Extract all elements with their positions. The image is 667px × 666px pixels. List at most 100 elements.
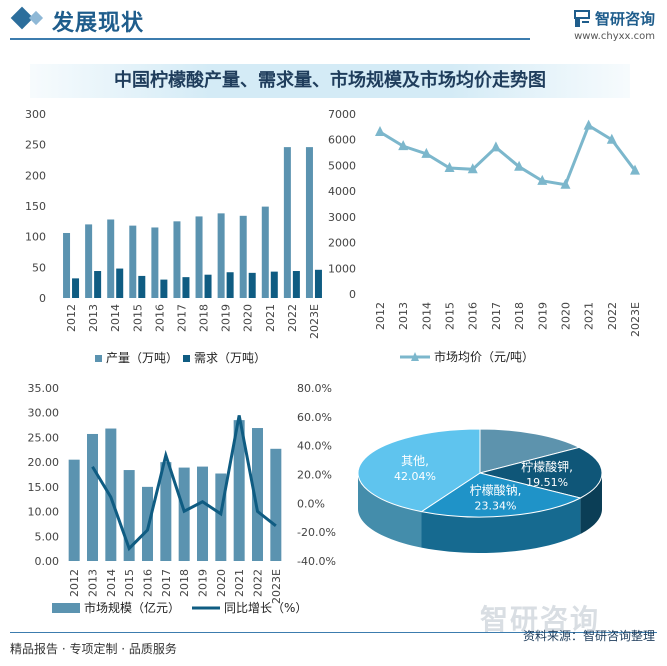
market-size-bar bbox=[270, 448, 282, 561]
price-point-marker bbox=[560, 178, 571, 189]
y-tick-label: 1000 bbox=[328, 262, 356, 275]
pie-slice-side bbox=[580, 473, 602, 535]
x-tick-label: 2021 bbox=[233, 569, 246, 597]
y-tick-label: 200 bbox=[25, 169, 46, 182]
production-bar bbox=[217, 213, 225, 298]
section-title: 发展现状 bbox=[52, 11, 145, 36]
legend-demand-label: 需求（万吨） bbox=[194, 351, 266, 365]
market-price-line-chart: 0 1000 2000 3000 4000 5000 6000 7000 2012 2013 201… bbox=[328, 108, 642, 364]
market-size-bar bbox=[215, 473, 227, 561]
x-tick-label: 2018 bbox=[198, 304, 211, 332]
pie-slice bbox=[420, 472, 582, 518]
x-tick-label: 2018 bbox=[513, 302, 526, 330]
legend-market-size-label: 市场规模（亿元） bbox=[84, 600, 180, 615]
market-size-bar bbox=[123, 470, 135, 561]
x-tick-label: 2020 bbox=[215, 569, 228, 597]
header-diamond-small-icon bbox=[28, 10, 44, 26]
legend-price-marker bbox=[411, 352, 419, 361]
price-line bbox=[379, 123, 637, 187]
production-bar bbox=[85, 224, 93, 298]
pie-slice-label: 其他, bbox=[401, 454, 429, 468]
y-tick-label: 25.00 bbox=[28, 431, 60, 444]
production-bar bbox=[261, 206, 269, 298]
legend-demand-swatch bbox=[183, 355, 190, 362]
market-size-bar bbox=[197, 466, 208, 561]
pie-slice-label: 柠檬酸钾, bbox=[521, 459, 573, 474]
production-bar bbox=[63, 232, 71, 298]
y-tick-label: 7000 bbox=[328, 108, 356, 121]
x-tick-label: 2014 bbox=[105, 569, 118, 597]
pie-slice bbox=[479, 428, 581, 474]
demand-bar bbox=[270, 271, 278, 298]
price-point-marker bbox=[514, 160, 525, 171]
header-underline bbox=[10, 38, 530, 40]
y2-tick-label: 20.0% bbox=[297, 469, 332, 482]
x-tick-label: 2023E bbox=[270, 569, 283, 604]
y-tick-label: 15.00 bbox=[28, 481, 60, 494]
market-size-bar bbox=[252, 428, 263, 561]
y-tick-label: 5.00 bbox=[35, 530, 60, 543]
price-point-marker bbox=[398, 140, 409, 151]
y-tick-label: 2000 bbox=[328, 237, 356, 250]
y-tick-label: 5000 bbox=[328, 159, 356, 172]
x-tick-label: 2015 bbox=[131, 304, 144, 332]
y-tick-label: 50 bbox=[32, 261, 46, 274]
y-tick-label: 35.00 bbox=[28, 382, 60, 395]
x-tick-label: 2013 bbox=[87, 569, 100, 597]
price-point-marker bbox=[606, 133, 617, 144]
demand-bar bbox=[226, 272, 234, 298]
y-tick-label: 250 bbox=[25, 139, 46, 152]
x-tick-label: 2023E bbox=[308, 304, 321, 339]
legend-price-label: 市场均价（元/吨） bbox=[434, 349, 534, 364]
brand-logo-icon bbox=[573, 9, 590, 27]
brand: 智研咨询 www.chyxx.com bbox=[573, 8, 655, 42]
pie-slice bbox=[357, 428, 481, 513]
pie-slice bbox=[479, 446, 603, 499]
x-tick-label: 2022 bbox=[606, 302, 619, 330]
x-tick-label: 2017 bbox=[160, 569, 173, 597]
footer-divider bbox=[10, 632, 657, 633]
x-tick-label: 2019 bbox=[536, 302, 549, 330]
demand-bar bbox=[314, 269, 322, 298]
production-bar bbox=[283, 147, 291, 298]
production-bar bbox=[151, 227, 159, 298]
y-tick-label: 0 bbox=[349, 288, 356, 301]
demand-bar bbox=[72, 278, 80, 298]
demand-bar bbox=[116, 268, 124, 298]
y-tick-label: 20.00 bbox=[28, 456, 60, 469]
price-point-marker bbox=[444, 162, 455, 172]
footer-source: 资料来源：智研咨询整理 bbox=[522, 629, 655, 643]
production-bar bbox=[195, 216, 203, 298]
price-point-marker bbox=[375, 126, 385, 136]
x-tick-label: 2018 bbox=[178, 569, 191, 597]
pie-slice-label: 柠檬酸钠, bbox=[470, 483, 522, 498]
production-bar bbox=[107, 219, 115, 298]
x-tick-label: 2021 bbox=[583, 302, 596, 330]
x-tick-label: 2014 bbox=[109, 304, 122, 332]
y2-tick-label: 80.0% bbox=[297, 382, 332, 395]
brand-url: www.chyxx.com bbox=[574, 31, 655, 42]
market-size-bar bbox=[160, 462, 172, 561]
x-tick-label: 2020 bbox=[242, 304, 255, 332]
x-tick-label: 2015 bbox=[123, 569, 136, 597]
y-tick-label: 150 bbox=[25, 200, 46, 213]
demand-bar bbox=[138, 275, 146, 298]
x-tick-label: 2022 bbox=[252, 569, 265, 597]
y-tick-label: 4000 bbox=[328, 185, 356, 198]
legend-growth-label: 同比增长（%） bbox=[224, 601, 307, 615]
y-tick-label: 6000 bbox=[328, 134, 356, 147]
brand-name: 智研咨询 bbox=[594, 10, 655, 28]
y-tick-label: 10.00 bbox=[28, 506, 60, 519]
growth-line bbox=[91, 415, 277, 552]
y2-tick-label: 40.0% bbox=[297, 440, 332, 453]
production-bar bbox=[173, 221, 181, 298]
production-bar bbox=[239, 215, 247, 298]
x-tick-label: 2016 bbox=[153, 304, 166, 332]
x-tick-label: 2016 bbox=[142, 569, 155, 597]
market-size-combo-chart: 0.00 5.00 10.00 15.00 20.00 25.00 30.00 35.00 -4… bbox=[28, 382, 336, 615]
x-tick-label: 2022 bbox=[286, 304, 299, 332]
demand-bar bbox=[182, 277, 190, 298]
x-tick-label: 2015 bbox=[444, 302, 457, 330]
legend-market-size-swatch bbox=[52, 603, 80, 613]
y-tick-label: 0 bbox=[39, 292, 46, 305]
